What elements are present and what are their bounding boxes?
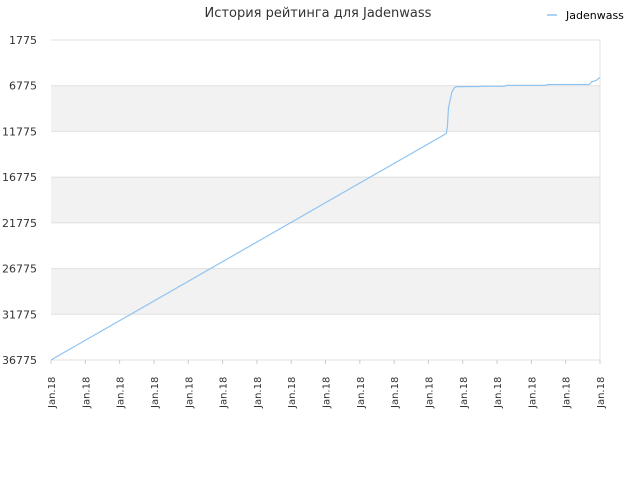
series-layer <box>50 76 601 361</box>
x-tick-label: Jan.18 <box>459 377 470 409</box>
x-tick-label: Jan.18 <box>47 377 58 409</box>
x-tick-label: Jan.18 <box>150 377 161 409</box>
y-tick-label: 6775 <box>9 80 37 93</box>
plot-band <box>51 314 600 360</box>
plot-band <box>51 40 600 86</box>
plot-band <box>51 131 600 178</box>
plot-bands <box>51 40 600 360</box>
x-tick-label: Jan.18 <box>493 377 504 409</box>
series-line <box>50 76 601 361</box>
y-tick-label: 31775 <box>2 308 37 321</box>
plot-band <box>51 177 600 223</box>
x-tick-label: Jan.18 <box>116 377 127 409</box>
y-tick-label: 26775 <box>2 263 37 276</box>
x-tick-label: Jan.18 <box>527 377 538 409</box>
legend-label: Jadenwass <box>565 9 624 22</box>
x-tick-label: Jan.18 <box>356 377 367 409</box>
y-tick-label: 21775 <box>2 217 37 230</box>
x-tick-label: Jan.18 <box>184 377 195 409</box>
y-tick-label: 16775 <box>2 171 37 184</box>
x-tick-label: Jan.18 <box>424 377 435 409</box>
y-tick-label: 1775 <box>9 34 37 47</box>
legend[interactable]: Jadenwass <box>547 9 624 22</box>
y-tick-label: 36775 <box>2 354 37 367</box>
plot-band <box>51 85 600 132</box>
x-tick-label: Jan.18 <box>253 377 264 409</box>
x-tick-label: Jan.18 <box>322 377 333 409</box>
x-tick-label: Jan.18 <box>596 377 607 409</box>
x-axis-ticks: Jan.18 Jan.18 Jan.18 Jan.18 Jan.18 Jan.18 Jan.… <box>47 360 607 409</box>
x-tick-label: Jan.18 <box>390 377 401 409</box>
gridlines <box>51 39 601 361</box>
x-tick-label: Jan.18 <box>81 377 92 409</box>
plot-band <box>51 222 600 269</box>
x-tick-label: Jan.18 <box>219 377 230 409</box>
x-tick-label: Jan.18 <box>287 377 298 409</box>
x-tick-label: Jan.18 <box>562 377 573 409</box>
y-axis-ticks: 1775 6775 11775 16775 21775 26775 31775 36775 <box>2 34 37 367</box>
chart-title: История рейтинга для Jadenwass <box>205 6 432 21</box>
y-tick-label: 11775 <box>2 125 37 138</box>
plot-band <box>51 268 600 315</box>
